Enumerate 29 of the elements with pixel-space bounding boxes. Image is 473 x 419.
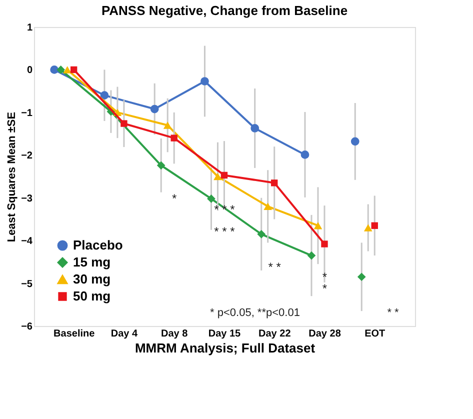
x-tick-label: Day 15 [208,328,242,340]
annotation: * * [268,260,282,274]
x-tick-label: Day 22 [258,328,292,340]
x-tick-label: Day 28 [308,328,342,340]
legend-label: Placebo [73,238,123,252]
x-axis-title: MMRM Analysis; Full Dataset [134,340,316,356]
legend-label: 50 mg [73,288,111,304]
y-tick-label: −6 [21,322,33,332]
x-tick-label: Day 4 [110,328,138,340]
annotation: * p<0.05, **p<0.01 [210,307,300,319]
x-tick-label: Day 8 [161,328,188,340]
y-tick-label: −5 [21,278,33,290]
y-tick-label: 0 [26,65,33,76]
annotation: * [322,270,328,284]
chart-title: PANSS Negative, Change from Baseline [101,3,348,18]
annotation: * * [387,307,400,319]
y-tick-label: 1 [26,22,33,34]
x-tick-label: EOT [364,328,386,340]
legend-label: 15 mg [73,254,111,270]
y-tick-label: −1 [21,108,33,119]
y-tick-label: −3 [21,193,33,204]
y-tick-label: −2 [21,150,33,162]
y-axis-title: Least Squares Mean ±SE [6,112,18,242]
annotation: * [322,282,328,296]
annotation: * * * [214,224,236,239]
x-tick-label: Baseline [54,328,96,340]
legend-label: 30 mg [73,272,111,286]
annotation: * [172,191,178,206]
y-tick-label: −4 [21,236,33,248]
